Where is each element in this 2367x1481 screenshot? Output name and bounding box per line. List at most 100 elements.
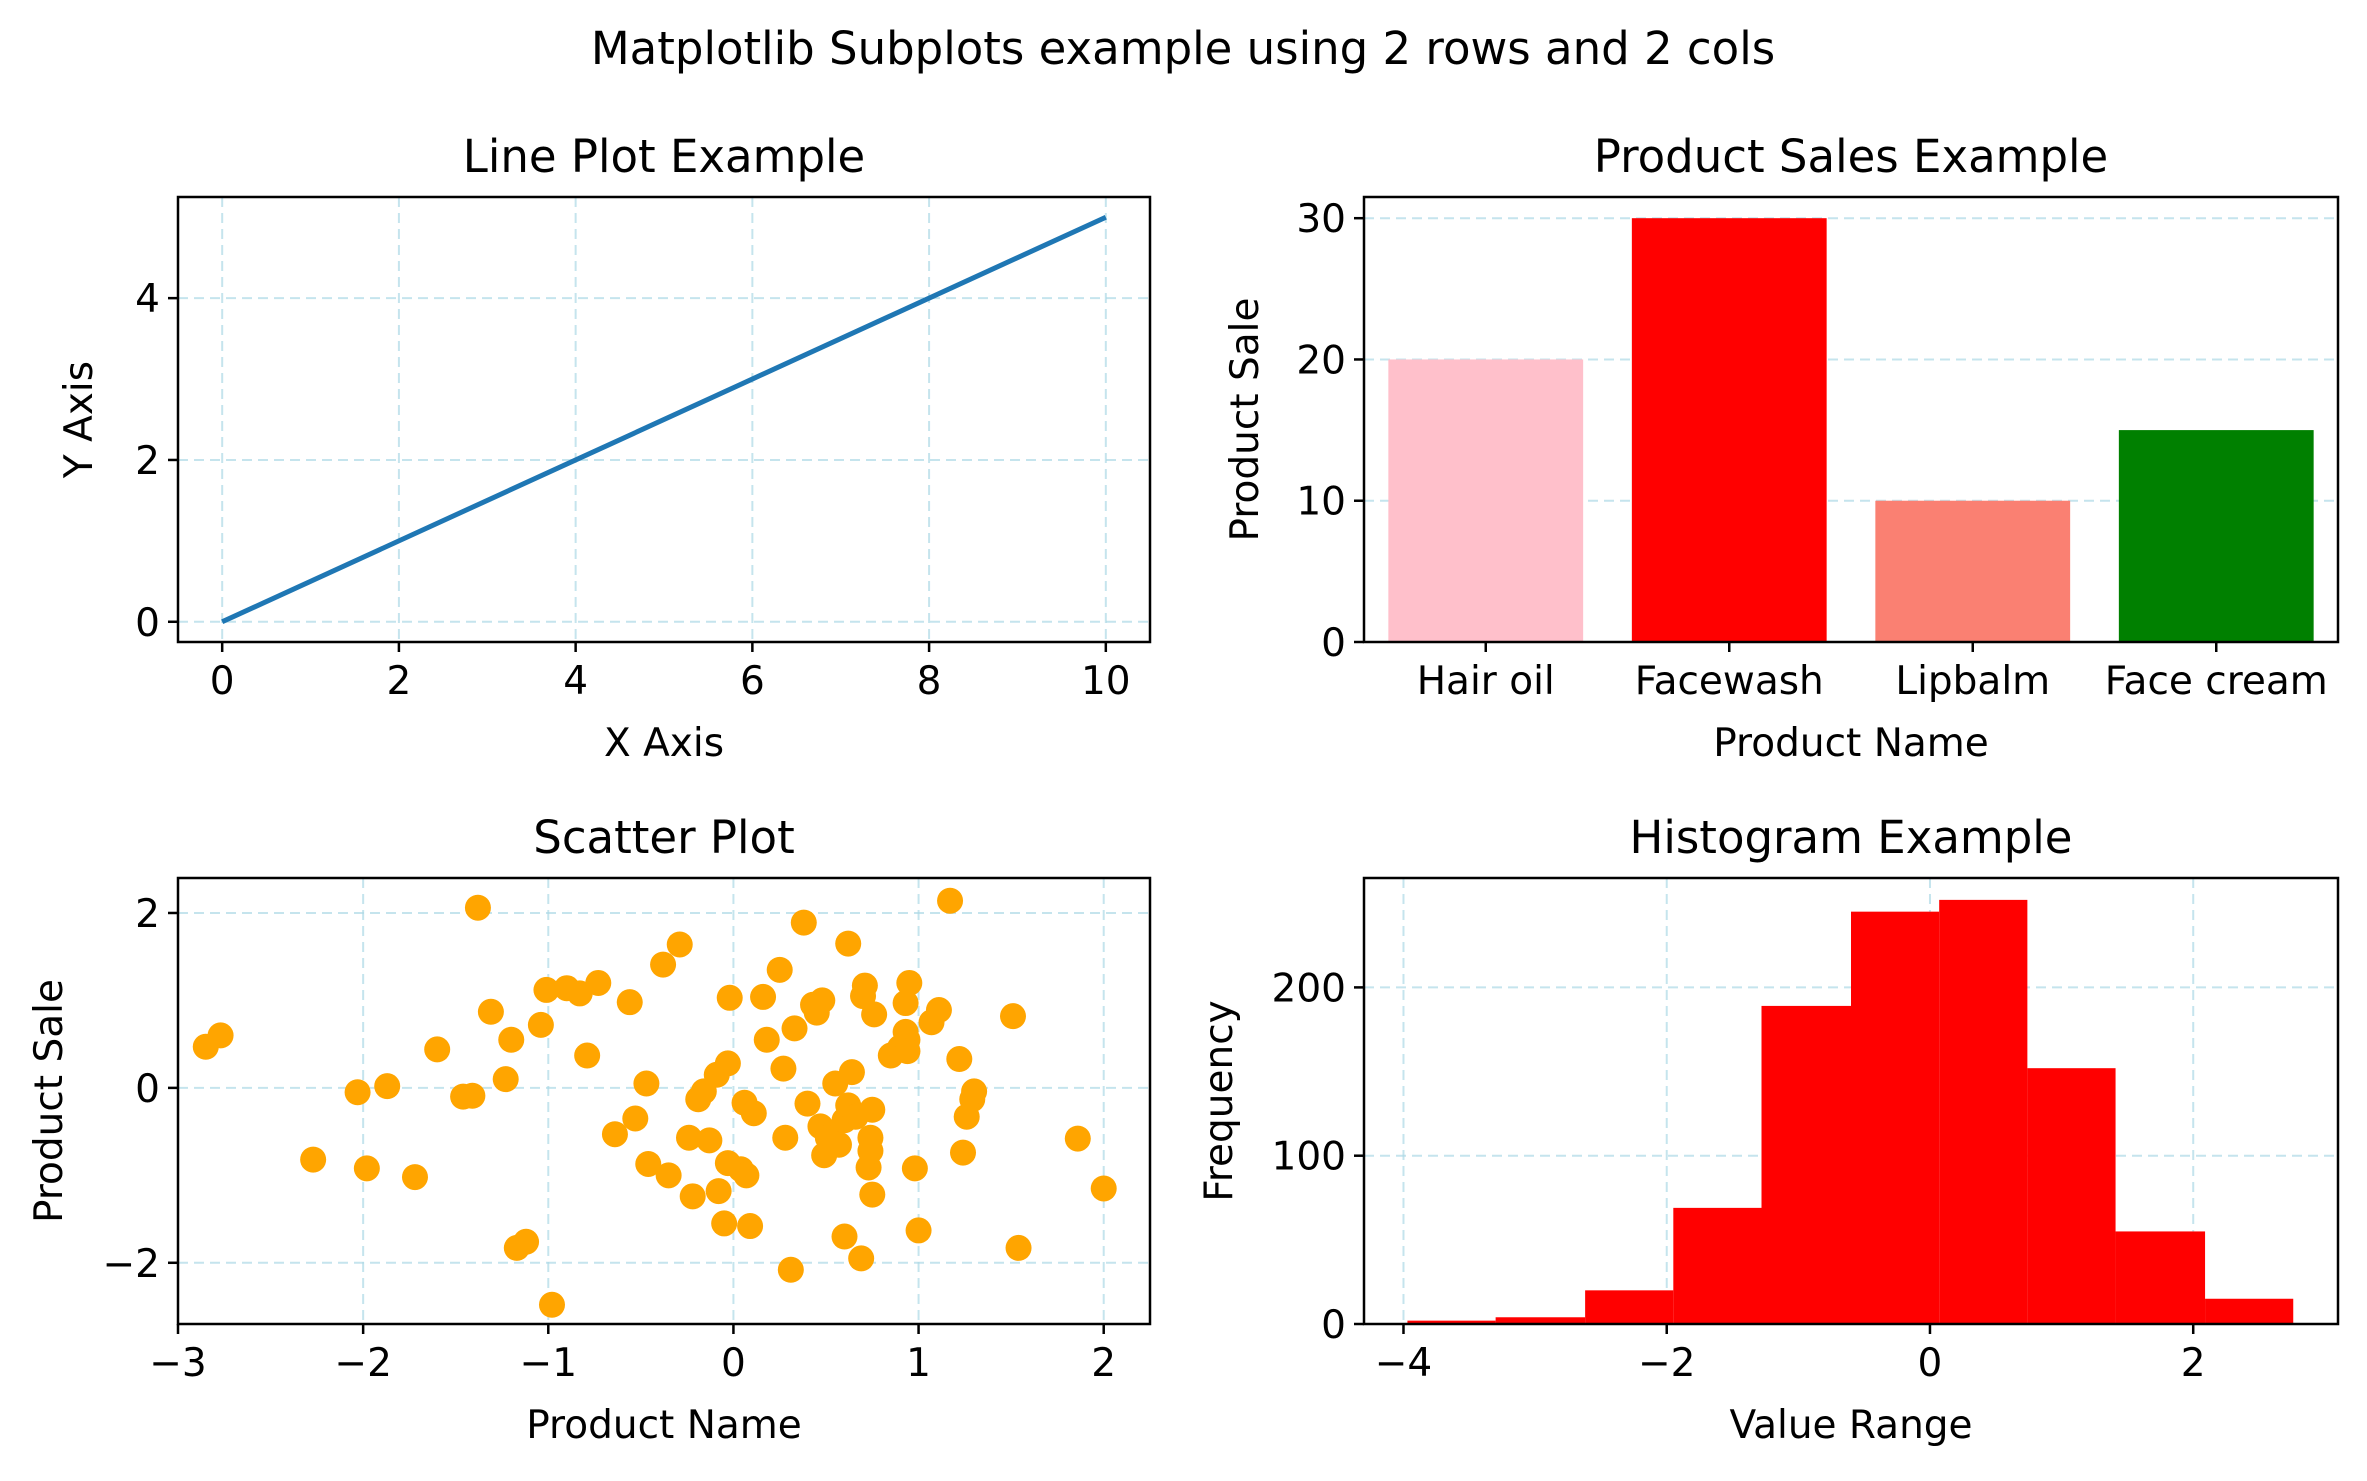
y-tick-label: 30 [1296, 197, 1346, 242]
line-series [221, 214, 1107, 625]
scatter-point [716, 984, 743, 1011]
x-tick-label: 4 [563, 659, 588, 704]
subplot-title: Scatter Plot [533, 811, 794, 864]
y-tick-label: 100 [1272, 1135, 1346, 1180]
scatter-point [825, 1131, 852, 1158]
scatter-point [538, 1291, 565, 1318]
scatter-point [950, 1139, 977, 1166]
scatter-point [770, 1055, 797, 1082]
x-tick-label: 2 [386, 659, 411, 704]
scatter-point [753, 1026, 780, 1053]
y-tick-label: −2 [103, 1242, 161, 1287]
scatter-point [1090, 1175, 1117, 1202]
scatter-point [635, 1150, 662, 1177]
scatter-point [207, 1022, 234, 1049]
scatter-point [794, 1090, 821, 1117]
histogram-bar [1407, 1320, 1496, 1324]
x-tick-label: −2 [334, 1341, 392, 1386]
x-axis-label: Product Name [1713, 721, 1989, 766]
scatter-point [857, 1137, 884, 1164]
scatter-point [894, 1038, 921, 1065]
y-axis-label: Y Axis [57, 361, 102, 479]
scatter-point [374, 1073, 401, 1100]
scatter-point [666, 931, 693, 958]
x-tick-label: Hair oil [1417, 659, 1555, 704]
histogram-bar [1761, 1005, 1851, 1324]
axes-frame [1362, 876, 2340, 1326]
axes-frame [1362, 195, 2340, 644]
bar-face-cream [2118, 430, 2314, 642]
scatter-point [498, 1026, 525, 1053]
x-axis-label: Product Name [526, 1403, 802, 1448]
y-tick-label: 0 [135, 1067, 160, 1112]
scatter-point [714, 1050, 741, 1077]
scatter-point [999, 1003, 1026, 1030]
histogram-bar [2115, 1231, 2206, 1324]
bar-lipbalm [1875, 500, 2071, 642]
x-tick-label: Face cream [2105, 659, 2328, 704]
scatter-point [601, 1121, 628, 1148]
scatter-point [711, 1210, 738, 1237]
scatter-point [772, 1124, 799, 1151]
scatter-point [861, 1001, 888, 1028]
x-tick-label: 0 [721, 1341, 746, 1386]
scatter-point [733, 1162, 760, 1189]
scatter-point [513, 1228, 540, 1255]
scatter-point [851, 972, 878, 999]
x-tick-label: 2 [1091, 1341, 1116, 1386]
scatter-point [901, 1155, 928, 1182]
subplot-title: Product Sales Example [1594, 130, 2108, 183]
y-tick-label: 20 [1296, 338, 1346, 383]
y-tick-label: 0 [1321, 621, 1346, 666]
y-axis-label: Product Sale [27, 979, 72, 1223]
subplot-2: Hair oil Facewash Lipbalm Face cream 0 10 20 30… [1223, 130, 2340, 766]
histogram-bar [1585, 1290, 1674, 1324]
scatter-point [705, 1178, 732, 1205]
scatter-point [633, 1070, 660, 1097]
y-tick-label: 10 [1296, 480, 1346, 525]
scatter-point [859, 1096, 886, 1123]
x-axis-label: Value Range [1729, 1403, 1972, 1448]
scatter-point [896, 969, 923, 996]
subplot-title: Histogram Example [1630, 811, 2073, 864]
x-tick-label: Lipbalm [1895, 659, 2050, 704]
scatter-point [737, 1213, 764, 1240]
histogram-bar [1939, 899, 2028, 1324]
scatter-point [424, 1036, 451, 1063]
scatter-point [835, 930, 862, 957]
scatter-point [353, 1155, 380, 1182]
histogram-bar [2205, 1298, 2294, 1324]
x-tick-label: 10 [1081, 659, 1131, 704]
scatter-point [1064, 1125, 1091, 1152]
x-tick-label: Facewash [1635, 659, 1824, 704]
scatter-point [616, 989, 643, 1016]
scatter-point [946, 1046, 973, 1073]
scatter-point [696, 1127, 723, 1154]
x-tick-label: −1 [520, 1341, 578, 1386]
scatter-point [650, 951, 677, 978]
scatter-point [838, 1059, 865, 1086]
axes-frame [176, 195, 1152, 644]
scatter-point [477, 998, 504, 1025]
scatter-point [859, 1181, 886, 1208]
y-tick-label: 0 [1321, 1303, 1346, 1348]
y-tick-label: 4 [135, 277, 160, 322]
x-tick-label: −2 [1638, 1341, 1696, 1386]
scatter-point [905, 1217, 932, 1244]
scatter-point [750, 983, 777, 1010]
histogram-bar [2027, 1068, 2116, 1324]
histogram-bar [1495, 1317, 1586, 1324]
x-tick-label: 6 [740, 659, 765, 704]
x-axis-label: X Axis [604, 721, 724, 766]
scatter-point [848, 1245, 875, 1272]
y-tick-label: 0 [135, 601, 160, 646]
x-tick-label: −3 [149, 1341, 207, 1386]
scatter-point [655, 1162, 682, 1189]
scatter-point [925, 997, 952, 1024]
scatter-point [777, 1256, 804, 1283]
scatter-point [300, 1146, 327, 1173]
scatter-point [790, 909, 817, 936]
subplot-4: −4 −2 0 2 0 100 200 Histogram Example Value Rang… [1197, 811, 2340, 1448]
